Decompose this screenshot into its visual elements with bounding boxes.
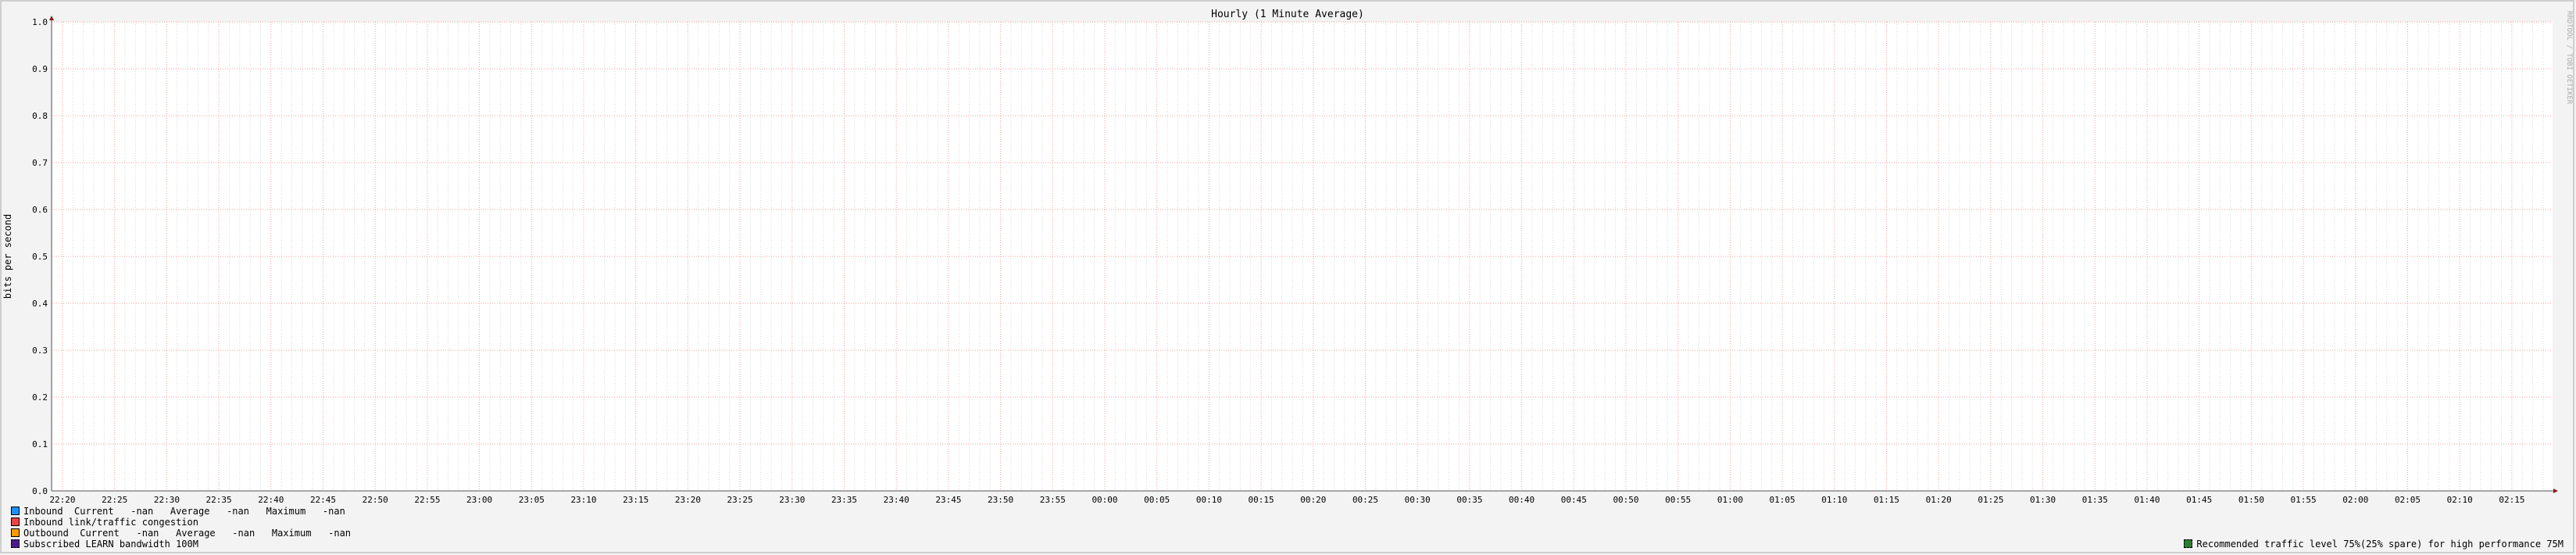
legend-item-recommended: Recommended traffic level 75%(25% spare)… <box>2184 539 2563 550</box>
legend-label: Inbound link/traffic congestion <box>23 517 198 528</box>
y-tick-label: 1.0 <box>32 17 48 27</box>
x-axis-arrow-icon <box>2553 489 2558 493</box>
y-tick-label: 0.4 <box>32 299 48 309</box>
x-tick-label: 23:05 <box>519 495 545 505</box>
x-tick-label: 22:25 <box>102 495 127 505</box>
x-tick-label: 22:20 <box>49 495 75 505</box>
x-tick-label: 00:10 <box>1196 495 1222 505</box>
x-tick-label: 01:50 <box>2238 495 2264 505</box>
x-tick-label: 01:05 <box>1770 495 1795 505</box>
x-tick-label: 23:20 <box>675 495 701 505</box>
chart-title: Hourly (1 Minute Average) <box>1211 9 1364 20</box>
x-tick-label: 23:50 <box>988 495 1013 505</box>
x-tick-label: 01:10 <box>1821 495 1847 505</box>
inbound-swatch <box>11 507 20 515</box>
x-tick-label: 23:10 <box>570 495 596 505</box>
y-tick-label: 0.1 <box>32 439 48 449</box>
x-tick-label: 00:15 <box>1249 495 1274 505</box>
x-tick-label: 00:30 <box>1405 495 1431 505</box>
y-tick-label: 0.6 <box>32 205 48 215</box>
x-tick-label: 01:40 <box>2134 495 2160 505</box>
x-tick-label: 00:35 <box>1456 495 1482 505</box>
legend-label: Inbound Current -nan Average -nan Maximu… <box>23 506 345 517</box>
legend-label: Outbound Current -nan Average -nan Maxim… <box>23 528 352 539</box>
y-tick-label: 0.2 <box>32 392 48 403</box>
legend-item-congestion: Inbound link/traffic congestion <box>11 517 198 528</box>
recommended-swatch <box>2184 539 2193 548</box>
x-tick-label: 23:15 <box>623 495 648 505</box>
x-tick-label: 23:55 <box>1040 495 1066 505</box>
x-tick-label: 23:45 <box>935 495 961 505</box>
y-axis-label: bits per second <box>2 214 13 299</box>
x-tick-label: 00:50 <box>1613 495 1638 505</box>
x-tick-label: 00:55 <box>1665 495 1691 505</box>
y-tick-label: 0.9 <box>32 64 48 74</box>
x-tick-label: 23:35 <box>831 495 857 505</box>
x-tick-label: 02:05 <box>2395 495 2421 505</box>
x-tick-label: 23:30 <box>779 495 805 505</box>
legend-item-outbound: Outbound Current -nan Average -nan Maxim… <box>11 528 351 539</box>
x-tick-label: 00:40 <box>1509 495 1535 505</box>
x-tick-label: 22:45 <box>310 495 336 505</box>
legend-label: Recommended traffic level 75%(25% spare)… <box>2196 539 2563 550</box>
x-tick-label: 01:45 <box>2186 495 2212 505</box>
y-tick-label: 0.7 <box>32 158 48 168</box>
x-tick-label: 22:35 <box>206 495 232 505</box>
x-tick-label: 00:25 <box>1352 495 1378 505</box>
congestion-swatch <box>11 517 20 526</box>
y-tick-label: 0.0 <box>32 486 48 496</box>
x-tick-label: 22:30 <box>154 495 180 505</box>
x-tick-label: 23:40 <box>884 495 909 505</box>
subscribed-swatch <box>11 539 20 548</box>
x-tick-label: 00:05 <box>1144 495 1170 505</box>
watermark: RRDTOOL / TOBI OETIKER <box>2565 11 2573 105</box>
x-tick-label: 02:00 <box>2342 495 2368 505</box>
y-tick-labels: 0.0 0.1 0.2 0.3 0.4 0.5 0.6 0.7 0.8 0.9 1.0 <box>32 17 48 496</box>
x-tick-label: 01:15 <box>1874 495 1899 505</box>
y-axis-arrow-icon <box>49 16 54 20</box>
x-tick-label: 01:30 <box>2030 495 2056 505</box>
x-tick-label: 00:20 <box>1300 495 1326 505</box>
legend-item-subscribed: Subscribed LEARN bandwidth 100M <box>11 539 198 550</box>
x-tick-label: 23:00 <box>466 495 492 505</box>
x-tick-labels: 22:20 22:25 22:30 22:35 22:40 22:45 22:50 22:55… <box>49 495 2524 505</box>
x-tick-label: 23:25 <box>727 495 753 505</box>
legend-label: Subscribed LEARN bandwidth 100M <box>23 539 198 550</box>
x-tick-label: 02:10 <box>2447 495 2473 505</box>
legend-item-inbound: Inbound Current -nan Average -nan Maximu… <box>11 506 345 517</box>
x-tick-label: 22:40 <box>258 495 284 505</box>
x-tick-label: 01:35 <box>2082 495 2108 505</box>
y-tick-label: 0.5 <box>32 252 48 262</box>
y-tick-label: 0.3 <box>32 346 48 356</box>
x-tick-label: 00:00 <box>1091 495 1117 505</box>
outbound-swatch <box>11 528 20 537</box>
x-tick-label: 01:20 <box>1926 495 1952 505</box>
x-tick-label: 22:55 <box>414 495 440 505</box>
x-tick-label: 02:15 <box>2499 495 2524 505</box>
x-tick-label: 00:45 <box>1561 495 1587 505</box>
x-tick-label: 01:55 <box>2291 495 2317 505</box>
major-grid <box>52 21 2553 491</box>
x-tick-label: 01:00 <box>1717 495 1743 505</box>
x-tick-label: 22:50 <box>363 495 388 505</box>
x-tick-label: 01:25 <box>1978 495 2003 505</box>
y-tick-label: 0.8 <box>32 111 48 121</box>
